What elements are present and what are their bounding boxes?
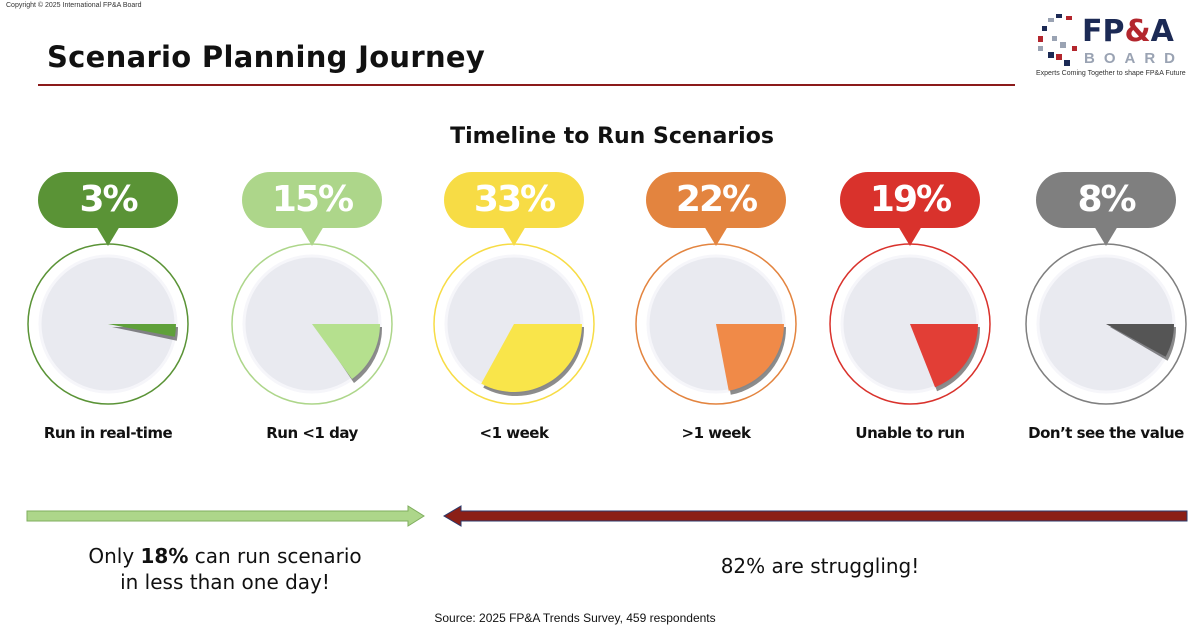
left-summary: Only 18% can run scenario in less than on…: [88, 544, 362, 594]
percent-bubble: 19%: [840, 172, 980, 246]
pie-chart: [27, 243, 189, 405]
category-card: 8% Don’t see the value: [1006, 172, 1200, 442]
fpa-board-logo: FP&A BOARD Experts Coming Together to sh…: [1034, 12, 1190, 82]
category-label: Run in real-time: [43, 424, 173, 442]
title-divider: [38, 84, 1015, 86]
category-card: 19% Unable to run: [810, 172, 1010, 442]
pie-wedge: [716, 324, 784, 391]
pie-chart: [829, 243, 991, 405]
green-arrow: [26, 505, 425, 527]
category-card: 15% Run <1 day: [212, 172, 412, 442]
percent-bubble: 8%: [1036, 172, 1176, 246]
pie-chart: [1025, 243, 1187, 405]
pie-wedge: [1106, 324, 1174, 357]
pie-wedge: [481, 324, 582, 392]
source-note: Source: 2025 FP&A Trends Survey, 459 res…: [434, 611, 716, 625]
percent-bubble: 22%: [646, 172, 786, 246]
pie-wedge: [910, 324, 978, 388]
logo-text: FP&A: [1082, 14, 1174, 49]
copyright: Copyright © 2025 International FP&A Boar…: [6, 2, 142, 9]
logo-tagline: Experts Coming Together to shape FP&A Fu…: [1036, 70, 1186, 77]
right-summary: 82% are struggling!: [720, 554, 920, 578]
category-label: >1 week: [681, 424, 751, 442]
pie-wedge: [108, 324, 176, 337]
logo-mark-icon: [1038, 14, 1077, 66]
percent-bubble: 3%: [38, 172, 178, 246]
pie-chart: [231, 243, 393, 405]
category-card: 22% >1 week: [616, 172, 816, 442]
red-arrow: [443, 505, 1188, 527]
percent-bubble: 33%: [444, 172, 584, 246]
pie-chart: [635, 243, 797, 405]
category-label: <1 week: [479, 424, 549, 442]
page-title: Scenario Planning Journey: [47, 40, 486, 74]
logo-board-text: BOARD: [1084, 50, 1184, 67]
category-label: Unable to run: [855, 424, 965, 442]
category-label: Run <1 day: [266, 424, 358, 442]
pie-chart: [433, 243, 595, 405]
category-label: Don’t see the value: [1028, 424, 1184, 442]
category-card: 33% <1 week: [414, 172, 614, 442]
chart-title: Timeline to Run Scenarios: [450, 124, 774, 149]
pie-wedge: [312, 324, 380, 380]
percent-bubble: 15%: [242, 172, 382, 246]
category-card: 3% Run in real-time: [8, 172, 208, 442]
